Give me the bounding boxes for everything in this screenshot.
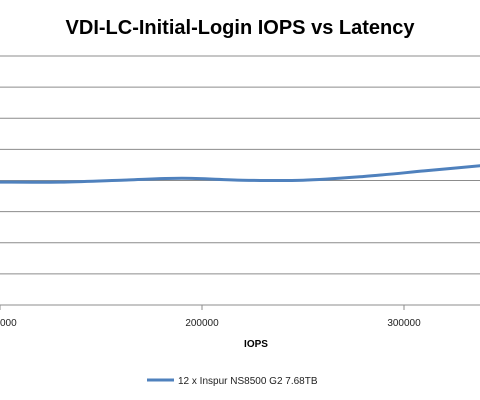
series-group [0, 164, 480, 184]
x-tick-label: 300000 [387, 318, 421, 329]
chart-title: VDI-LC-Initial-Login IOPS vs Latency [66, 17, 416, 39]
legend: 12 x Inspur NS8500 G2 7.68TB [147, 376, 318, 387]
x-tick-label: 100000 [0, 318, 17, 329]
x-tick-label: 200000 [185, 318, 219, 329]
legend-label: 12 x Inspur NS8500 G2 7.68TB [178, 376, 318, 387]
gridlines [0, 55, 480, 275]
x-axis-label: IOPS [244, 339, 268, 350]
series-line [0, 164, 480, 184]
x-axis: 100000200000300000400000500000 [0, 304, 480, 329]
